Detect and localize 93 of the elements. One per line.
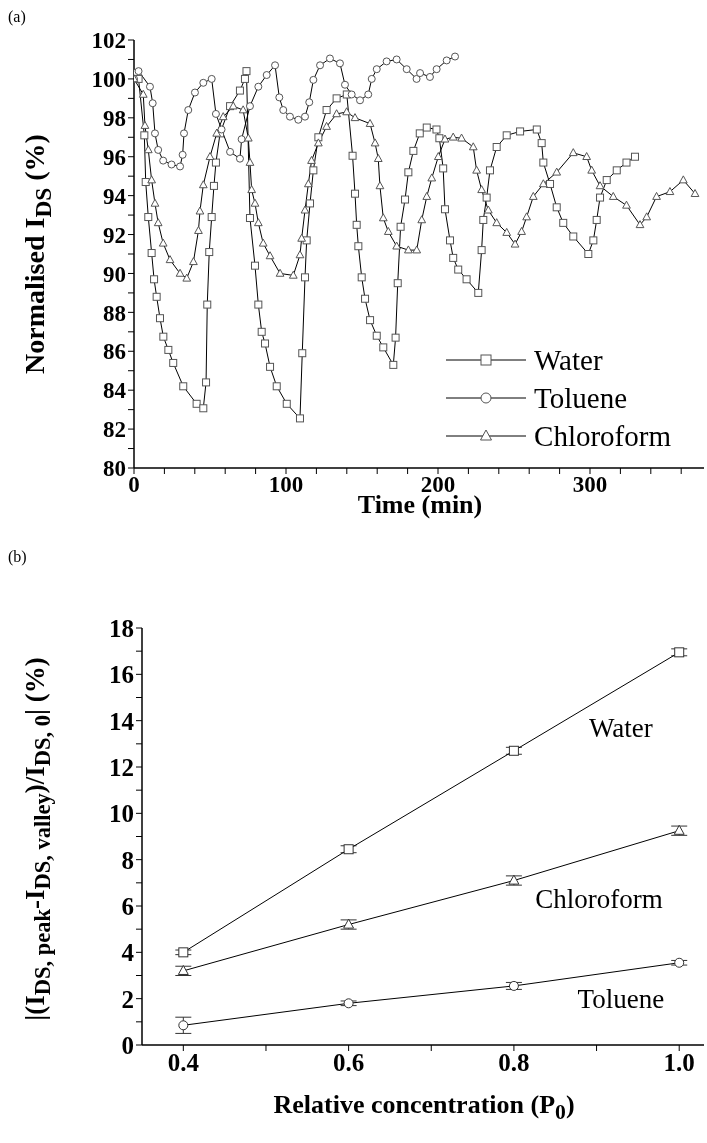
point [412,74,421,83]
point [235,154,244,163]
point [180,129,189,138]
point [508,980,519,991]
point [325,54,334,63]
point [178,1020,189,1031]
y-tick-label: 98 [103,105,126,131]
series-label: Toluene [577,983,665,1014]
point [134,67,143,76]
point [154,145,163,154]
point [343,998,354,1009]
point [674,957,685,968]
point [245,102,254,111]
point [279,106,288,115]
y-tick-label: 96 [103,144,126,170]
y-tick-label: 10 [109,800,134,828]
y-tick-label: 12 [109,753,134,781]
point [367,74,376,83]
chart-title: (b) [8,548,27,566]
point [305,98,314,107]
point [343,844,354,855]
point [674,647,685,658]
y-tick-label: 94 [103,183,127,209]
point [285,112,294,121]
point [271,61,280,70]
y-tick-label: 90 [103,261,126,287]
point [178,947,189,958]
y-tick-label: 82 [103,417,126,443]
point [392,55,401,64]
x-axis-title: Relative concentration (P$_{0}$) [272,1090,576,1126]
point [148,99,157,108]
point [382,57,391,66]
point [159,156,168,165]
y-tick-label: 6 [121,892,134,920]
x-tick-label: 0.8 [498,1048,530,1076]
point [217,125,226,134]
y-tick-label: 4 [121,939,135,967]
x-tick-label: 100 [268,472,304,498]
point [432,65,441,74]
point [335,59,344,68]
point [167,160,176,169]
y-tick-label: 16 [109,661,134,689]
point [178,150,187,159]
y-tick-label: 2 [121,985,134,1013]
point [150,129,159,138]
point [372,65,381,74]
point [301,112,309,121]
y-tick-label: 84 [103,378,127,404]
point [309,75,318,84]
point [340,80,349,89]
point [145,82,154,91]
point [211,109,220,118]
point [356,96,365,105]
x-tick-label: 0.6 [332,1048,365,1076]
legend-label: Toluene [534,381,628,415]
y-tick-label: 100 [91,67,126,93]
point [184,106,193,115]
point [254,82,263,91]
point [316,61,325,70]
y-tick-label: 14 [109,707,135,735]
x-tick-label: 0.4 [167,1048,200,1076]
legend-label: Water [534,343,603,377]
point [364,90,373,99]
series-label: Water [589,712,653,743]
point [226,147,235,156]
y-tick-label: 80 [103,456,126,482]
point [451,52,460,61]
x-tick-label: 300 [572,472,608,498]
point [425,72,434,81]
point [190,88,199,97]
series-label: Chloroform [535,883,663,914]
point [442,56,451,65]
point [237,135,246,144]
chart-title: (a) [8,8,26,26]
y-tick-label: 92 [103,222,126,248]
point [262,71,271,80]
point [416,69,425,78]
point [508,745,519,756]
y-tick-label: 86 [103,339,126,365]
y-tick-label: 0 [121,1031,134,1059]
y-tick-label: 18 [109,614,134,642]
point [275,93,284,102]
point [402,65,411,74]
legend-label: Chloroform [534,419,671,453]
y-tick-label: 88 [103,300,126,326]
y-tick-label: 102 [91,28,126,54]
point [199,78,208,87]
y-tick-label: 8 [121,846,134,874]
point [294,115,303,124]
x-tick-label: 1.0 [663,1048,695,1076]
point [176,162,185,171]
point [207,74,216,83]
point [347,90,356,99]
